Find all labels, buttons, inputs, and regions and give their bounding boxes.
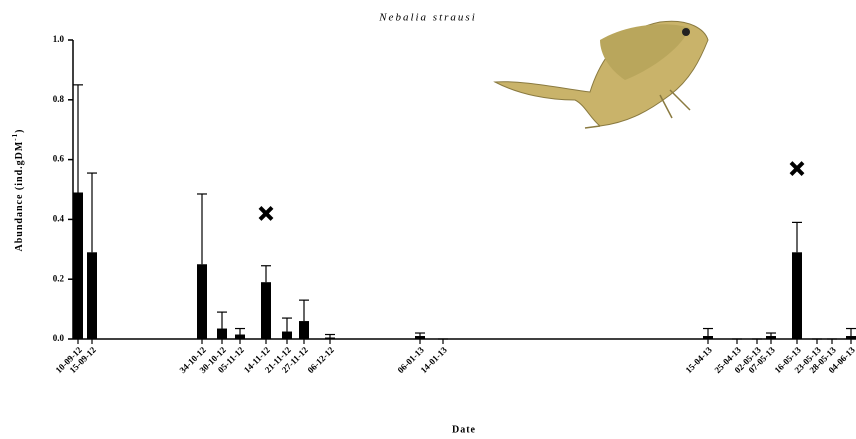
y-axis-title-sup: -1 xyxy=(11,133,19,141)
x-axis-title: Date xyxy=(452,424,476,435)
chart-title: Nebalia strausi xyxy=(378,12,477,24)
bar xyxy=(766,336,776,339)
bar xyxy=(87,252,97,339)
bar xyxy=(846,336,856,339)
y-tick-label: 0.8 xyxy=(53,94,65,104)
y-tick-label: 0.4 xyxy=(53,213,65,223)
y-axis-title-end: ) xyxy=(14,129,25,133)
bar xyxy=(415,336,425,339)
bar xyxy=(217,328,227,339)
shrimp-illustration xyxy=(493,20,709,129)
bar xyxy=(235,334,245,339)
bar xyxy=(261,282,271,339)
x-marker xyxy=(258,206,274,221)
x-tick-label: 14-01-13 xyxy=(418,344,449,375)
x-tick-label: 15-04-13 xyxy=(683,344,714,375)
y-axis-title-text: Abundance (ind.gDM xyxy=(14,141,25,252)
y-tick-label: 0.0 xyxy=(53,333,65,343)
bar xyxy=(325,337,335,339)
x-marker xyxy=(789,161,805,176)
y-tick-label: 0.2 xyxy=(53,273,65,283)
y-tick-label: 0.6 xyxy=(53,154,65,164)
bar xyxy=(792,252,802,339)
bar xyxy=(703,336,713,339)
bar xyxy=(197,264,207,339)
y-tick-label: 1.0 xyxy=(53,34,65,44)
bar xyxy=(299,321,309,339)
bar xyxy=(282,331,292,339)
y-axis-title: Abundance (ind.gDM-1) xyxy=(11,129,26,252)
bar xyxy=(73,192,83,339)
x-tick-label: 06-12-12 xyxy=(305,344,336,375)
